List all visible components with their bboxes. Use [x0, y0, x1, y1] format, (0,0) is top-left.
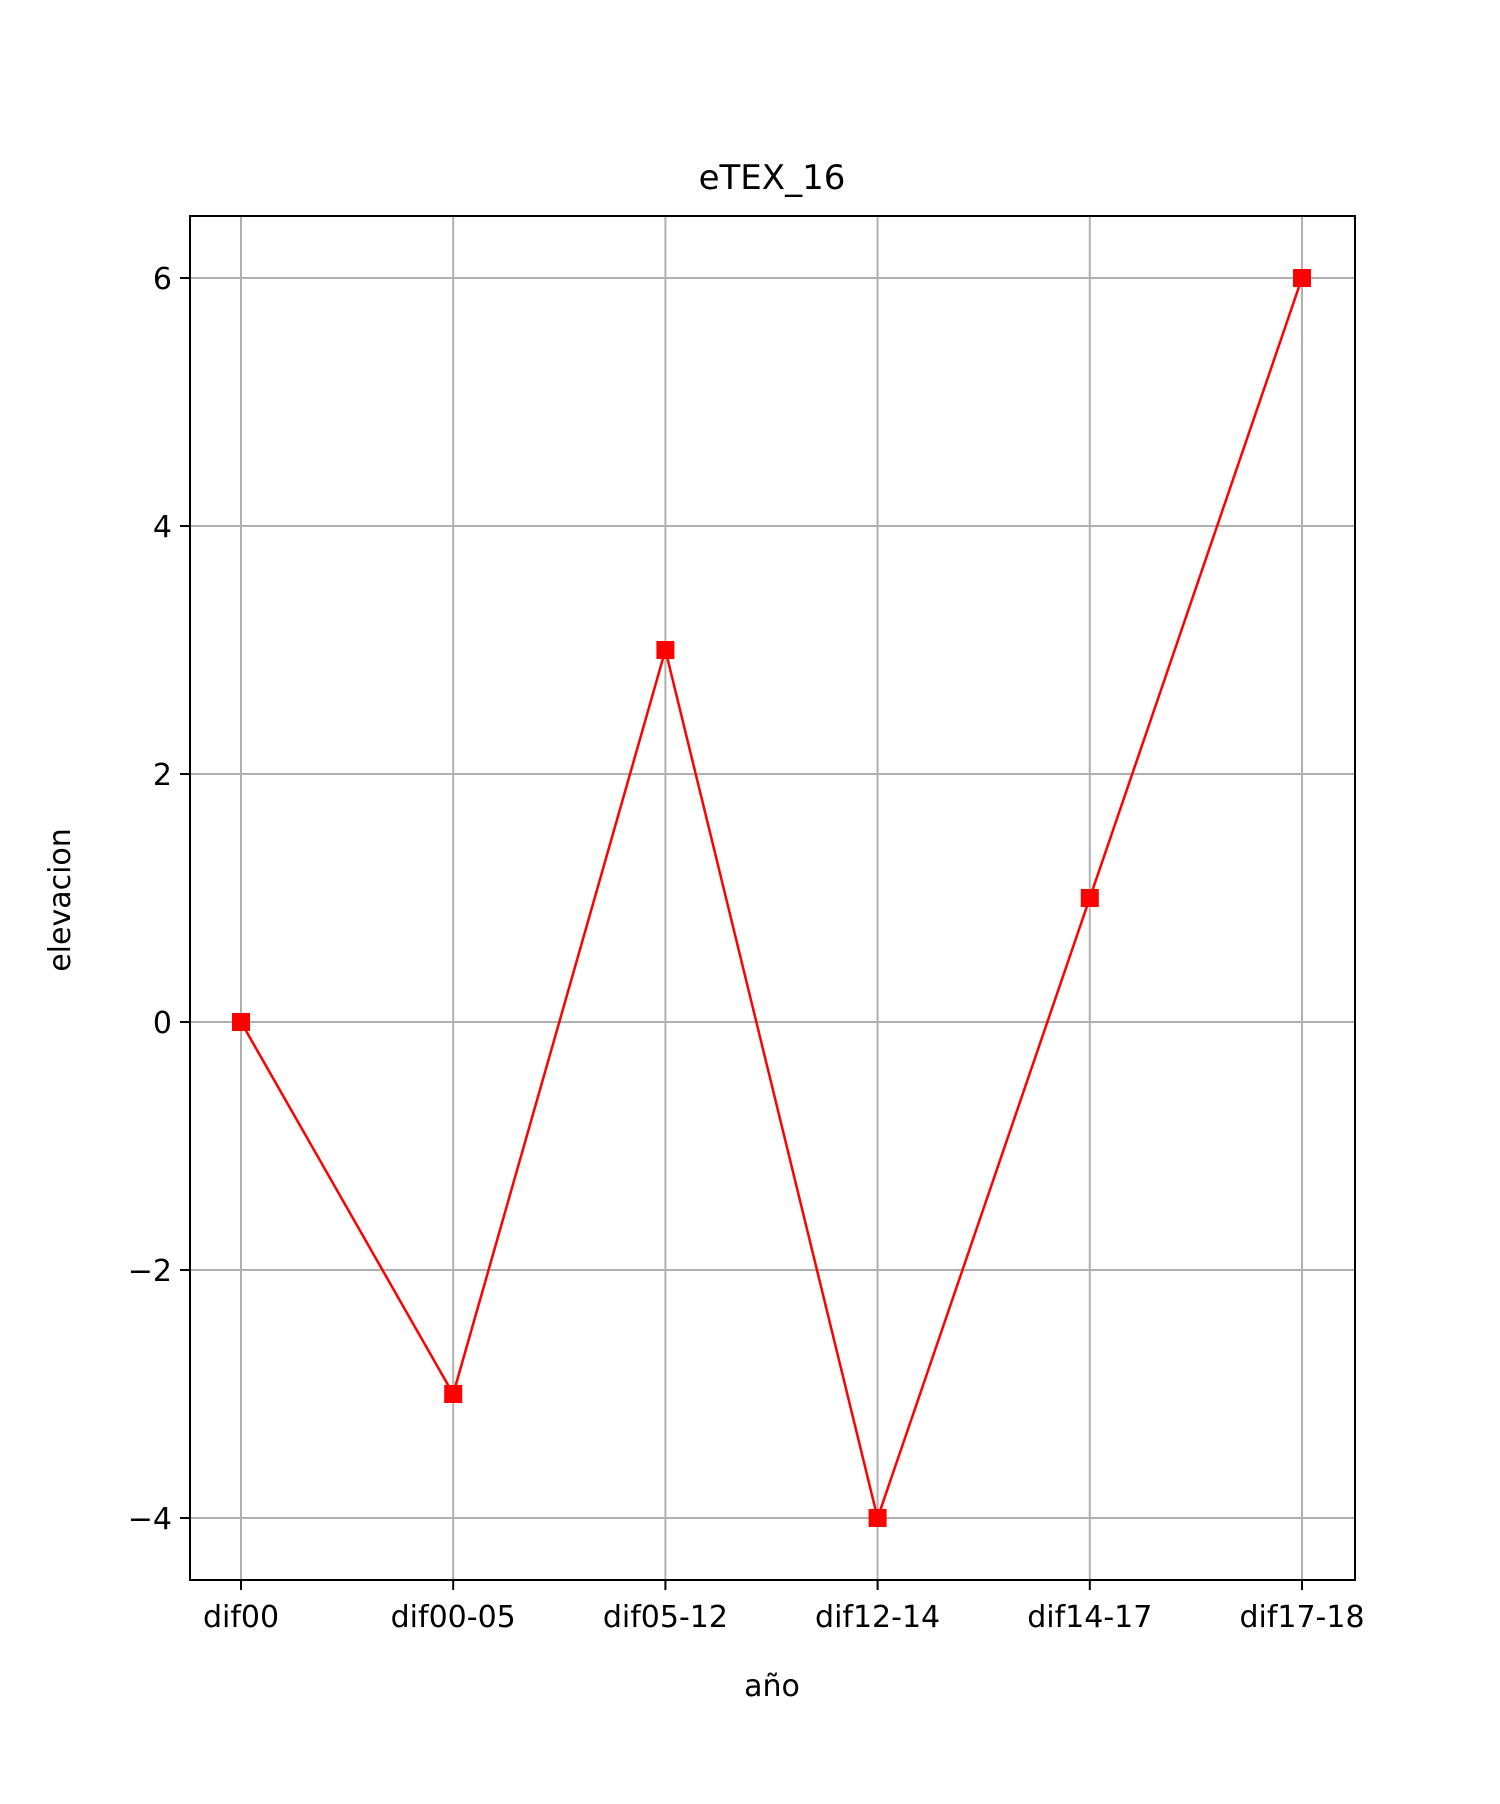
data-point-marker: [1080, 889, 1099, 907]
y-axis-label: elevacion: [43, 828, 78, 972]
data-point-marker: [656, 641, 675, 659]
x-tick-label: dif14-17: [1027, 1600, 1152, 1635]
x-axis-label: año: [744, 1669, 800, 1704]
x-tick-label: dif00-05: [391, 1600, 516, 1635]
x-tick-label: dif12-14: [815, 1600, 940, 1635]
chart-title: eTEX_16: [699, 158, 846, 198]
x-tick-label: dif05-12: [603, 1600, 728, 1635]
data-series: [232, 269, 1311, 1527]
data-point-marker: [1293, 269, 1311, 287]
data-point-marker: [444, 1385, 463, 1403]
data-point-marker: [232, 1013, 250, 1031]
series-line: [239, 277, 1304, 1523]
y-tick-label: 4: [153, 510, 172, 545]
x-tick-label: dif00: [203, 1600, 279, 1635]
y-tick-label: −4: [128, 1502, 172, 1537]
y-tick-label: −2: [128, 1254, 172, 1289]
plot-frame: [189, 215, 1356, 1581]
y-tick-label: 2: [153, 758, 172, 793]
y-tick-label: 6: [153, 262, 172, 297]
data-point-marker: [868, 1509, 887, 1527]
axis-ticks: dif00 dif00-05 dif05-12 dif12-14 dif14-17 dif…: [128, 262, 1365, 1635]
x-tick-label: dif17-18: [1239, 1600, 1364, 1635]
y-tick-label: 0: [153, 1006, 172, 1041]
